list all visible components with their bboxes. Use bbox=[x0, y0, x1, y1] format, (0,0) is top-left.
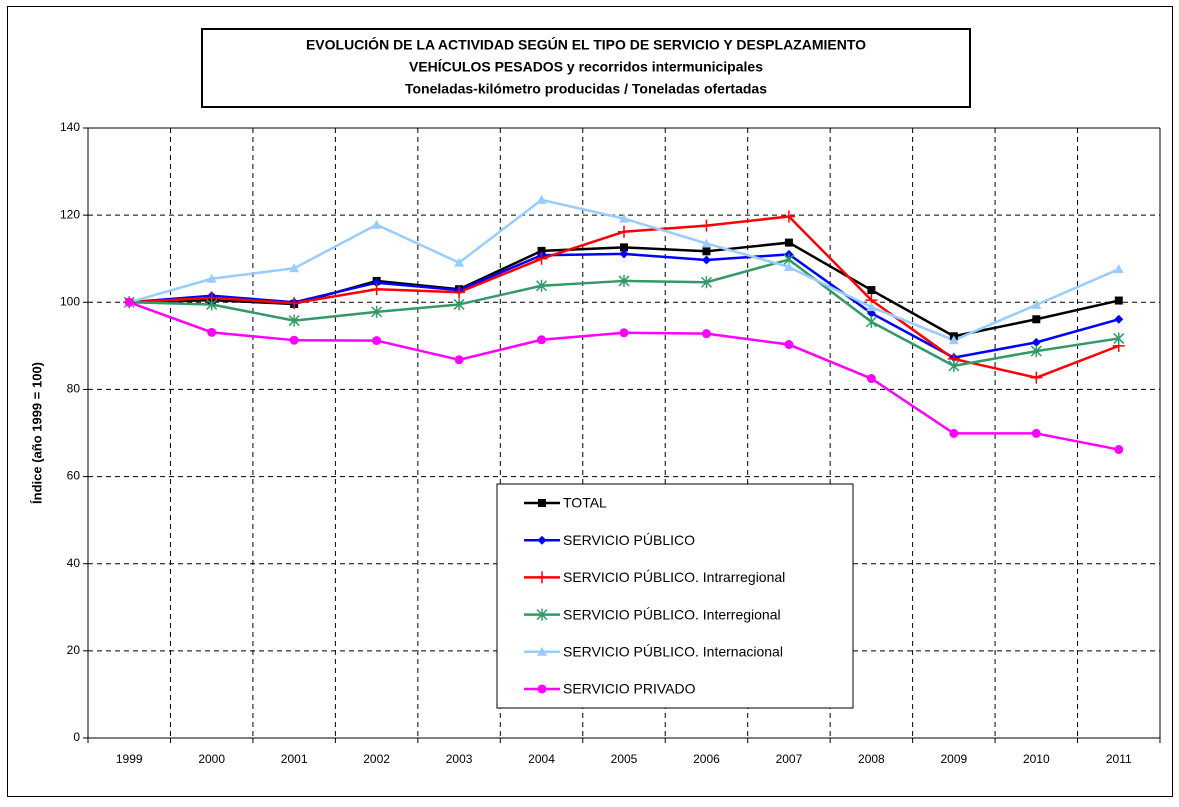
marker bbox=[536, 279, 548, 292]
marker bbox=[1031, 337, 1041, 347]
marker bbox=[289, 335, 299, 345]
marker bbox=[784, 340, 794, 350]
x-tick-label: 2008 bbox=[858, 752, 885, 766]
y-tick-label: 140 bbox=[60, 120, 80, 134]
marker bbox=[536, 194, 547, 204]
marker bbox=[867, 286, 876, 295]
x-tick-label: 2003 bbox=[446, 752, 473, 766]
x-tick-label: 2002 bbox=[363, 752, 390, 766]
x-tick-label: 1999 bbox=[116, 752, 143, 766]
marker bbox=[948, 335, 959, 345]
marker bbox=[618, 225, 630, 238]
marker bbox=[537, 535, 547, 545]
chart-subtitle: Toneladas-kilómetro producidas / Tonelad… bbox=[405, 81, 767, 97]
y-axis-label: Índice (año 1999 = 100) bbox=[29, 362, 44, 504]
x-tick-label: 2004 bbox=[528, 752, 555, 766]
marker bbox=[1030, 345, 1042, 358]
marker bbox=[538, 499, 546, 507]
marker bbox=[701, 238, 712, 248]
marker bbox=[206, 298, 218, 311]
marker bbox=[1030, 371, 1043, 384]
legend-label: SERVICIO PRIVADO bbox=[563, 681, 696, 697]
marker bbox=[619, 328, 629, 338]
marker bbox=[537, 646, 547, 656]
x-tick-label: 2000 bbox=[198, 752, 225, 766]
chart-title: EVOLUCIÓN DE LA ACTIVIDAD SEGÚN EL TIPO … bbox=[306, 36, 866, 53]
marker bbox=[537, 684, 547, 694]
marker bbox=[700, 219, 713, 232]
y-tick-label: 60 bbox=[67, 469, 81, 483]
marker bbox=[535, 252, 548, 265]
marker bbox=[536, 608, 548, 621]
marker bbox=[620, 243, 628, 252]
marker bbox=[1114, 296, 1123, 305]
marker bbox=[124, 297, 134, 307]
marker bbox=[454, 257, 465, 267]
marker bbox=[1031, 428, 1041, 438]
marker bbox=[866, 374, 876, 384]
marker bbox=[1114, 314, 1124, 324]
marker bbox=[618, 274, 630, 287]
marker bbox=[453, 298, 465, 311]
marker bbox=[372, 278, 382, 288]
marker bbox=[865, 315, 877, 328]
marker bbox=[454, 355, 464, 365]
marker bbox=[453, 286, 466, 299]
marker bbox=[536, 571, 548, 584]
marker bbox=[537, 335, 547, 345]
marker bbox=[371, 305, 383, 318]
marker bbox=[1032, 315, 1041, 324]
marker bbox=[1114, 445, 1124, 455]
marker bbox=[206, 273, 217, 283]
marker bbox=[289, 263, 300, 273]
y-tick-label: 120 bbox=[60, 207, 80, 221]
marker bbox=[701, 255, 711, 265]
y-tick-label: 40 bbox=[67, 556, 81, 570]
marker bbox=[783, 261, 794, 271]
marker bbox=[1031, 299, 1042, 309]
x-tick-label: 2009 bbox=[940, 752, 967, 766]
marker bbox=[370, 283, 383, 296]
marker bbox=[782, 210, 795, 223]
legend-label: SERVICIO PÚBLICO. Interregional bbox=[563, 606, 781, 622]
x-tick-label: 2010 bbox=[1023, 752, 1050, 766]
y-tick-label: 80 bbox=[67, 382, 81, 396]
marker bbox=[701, 329, 711, 339]
marker bbox=[866, 302, 877, 312]
title-box bbox=[201, 28, 971, 108]
y-tick-label: 20 bbox=[67, 643, 81, 657]
marker bbox=[288, 297, 301, 310]
y-tick-label: 100 bbox=[60, 294, 80, 308]
marker bbox=[372, 336, 382, 346]
legend-label: SERVICIO PÚBLICO bbox=[563, 532, 695, 548]
marker bbox=[619, 249, 629, 259]
y-tick-label: 0 bbox=[73, 730, 80, 744]
x-tick-label: 2007 bbox=[776, 752, 803, 766]
marker bbox=[949, 428, 959, 438]
legend-label: SERVICIO PÚBLICO. Intrarregional bbox=[563, 569, 785, 585]
x-tick-label: 2006 bbox=[693, 752, 720, 766]
marker bbox=[702, 247, 711, 256]
legend-label: TOTAL bbox=[563, 495, 607, 511]
legend-box bbox=[496, 483, 854, 709]
marker bbox=[1113, 332, 1125, 345]
marker bbox=[619, 213, 629, 223]
marker bbox=[700, 276, 712, 289]
x-tick-label: 2001 bbox=[281, 752, 308, 766]
chart-subtitle: VEHÍCULOS PESADOS y recorridos intermuni… bbox=[409, 59, 763, 75]
x-tick-label: 2011 bbox=[1106, 752, 1132, 766]
marker bbox=[784, 238, 793, 247]
marker bbox=[207, 327, 217, 337]
marker bbox=[948, 359, 960, 372]
marker bbox=[1113, 264, 1124, 274]
marker bbox=[371, 219, 382, 229]
legend-label: SERVICIO PÚBLICO. Internacional bbox=[563, 644, 783, 660]
marker bbox=[288, 314, 300, 327]
x-tick-label: 2005 bbox=[611, 752, 638, 766]
